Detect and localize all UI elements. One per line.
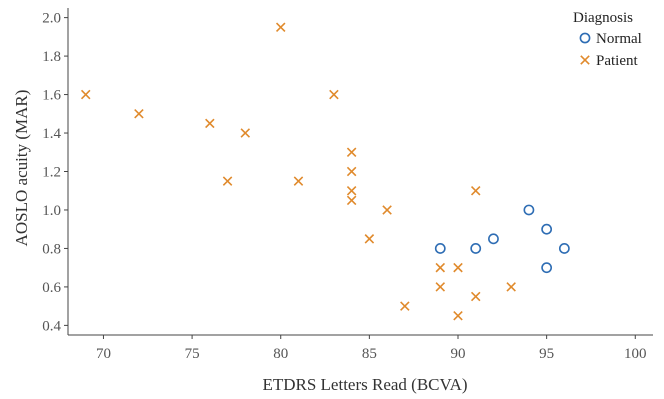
patient-point <box>453 310 463 321</box>
normal-point <box>434 243 446 254</box>
patient-point <box>134 109 144 119</box>
normal-point <box>558 243 570 254</box>
x-tick-label: 90 <box>451 346 466 362</box>
data-points <box>80 22 570 321</box>
x-marker-stroke <box>205 118 215 129</box>
legend-title: Diagnosis <box>573 10 633 26</box>
x-marker-stroke <box>580 55 590 65</box>
y-tick-label: 0.4 <box>42 318 61 334</box>
legend-item-patient: Patient <box>580 53 638 69</box>
legend-normal-key <box>579 32 591 44</box>
patient-point <box>222 176 233 186</box>
patient-point <box>329 89 339 100</box>
x-marker-stroke <box>346 185 357 196</box>
series-normal <box>434 204 570 274</box>
x-marker-stroke <box>470 185 481 196</box>
normal-point <box>488 233 499 245</box>
x-tick-label: 95 <box>539 346 554 362</box>
normal-point <box>541 262 553 274</box>
patient-point <box>293 176 304 186</box>
legend: Diagnosis Normal Patient <box>573 10 642 69</box>
patient-point <box>346 195 357 206</box>
patient-point <box>364 234 375 244</box>
y-tick-label: 1.6 <box>42 88 61 104</box>
x-marker-stroke <box>346 147 357 158</box>
x-axis-title: ETDRS Letters Read (BCVA) <box>262 375 467 394</box>
patient-point <box>346 166 357 177</box>
x-marker-stroke <box>453 262 463 273</box>
patient-point <box>275 22 286 33</box>
patient-point <box>435 262 446 273</box>
normal-point <box>541 223 553 235</box>
y-axis-title: AOSLO acuity (MAR) <box>12 90 31 247</box>
x-marker-stroke <box>222 176 233 186</box>
patient-point <box>506 282 516 292</box>
x-marker-stroke <box>346 166 357 177</box>
x-marker-stroke <box>435 262 446 273</box>
patient-point <box>470 185 481 196</box>
patient-point <box>346 185 357 196</box>
legend-patient-label: Patient <box>596 53 638 69</box>
x-marker-stroke <box>364 234 375 244</box>
patient-point <box>80 89 91 100</box>
x-marker-stroke <box>134 109 144 119</box>
x-marker-stroke <box>400 301 410 311</box>
patient-point <box>470 291 481 302</box>
legend-patient-key <box>580 55 590 65</box>
y-tick-label: 0.6 <box>42 280 61 296</box>
axes <box>67 8 653 336</box>
x-tick-label: 70 <box>96 346 111 362</box>
normal-point <box>523 204 535 216</box>
x-marker-stroke <box>382 205 392 215</box>
x-marker-stroke <box>329 89 339 100</box>
patient-point <box>453 262 463 273</box>
x-marker-stroke <box>346 195 357 206</box>
x-marker-stroke <box>80 89 91 100</box>
x-tick-label: 85 <box>362 346 377 362</box>
x-marker-stroke <box>453 310 463 321</box>
y-tick-label: 1.8 <box>42 49 61 65</box>
legend-items: Normal Patient <box>579 31 642 69</box>
normal-point <box>470 243 482 254</box>
patient-point <box>346 147 357 158</box>
patient-point <box>400 301 410 311</box>
x-tick-label: 80 <box>273 346 288 362</box>
series-patient <box>80 22 516 321</box>
patient-point <box>382 205 392 215</box>
legend-item-normal: Normal <box>579 31 642 47</box>
x-tick-label: 100 <box>624 346 647 362</box>
patient-point <box>435 282 446 292</box>
x-ticks: 70 75 80 85 90 95 100 <box>96 335 647 362</box>
y-tick-label: 1.4 <box>42 126 61 142</box>
y-tick-label: 1.0 <box>42 203 61 219</box>
y-ticks: 0.4 0.6 0.8 1.0 1.2 1.4 1.6 1.8 2.0 <box>42 11 68 334</box>
legend-normal-label: Normal <box>596 31 642 47</box>
x-marker-stroke <box>470 291 481 302</box>
y-tick-label: 2.0 <box>42 11 61 27</box>
y-tick-label: 0.8 <box>42 241 61 257</box>
x-marker-stroke <box>435 282 446 292</box>
x-marker-stroke <box>240 128 251 138</box>
y-tick-label: 1.2 <box>42 165 61 181</box>
patient-point <box>240 128 251 138</box>
x-marker-stroke <box>275 22 286 33</box>
x-marker-stroke <box>293 176 304 186</box>
x-tick-label: 75 <box>185 346 200 362</box>
x-marker-stroke <box>506 282 516 292</box>
patient-point <box>205 118 215 129</box>
